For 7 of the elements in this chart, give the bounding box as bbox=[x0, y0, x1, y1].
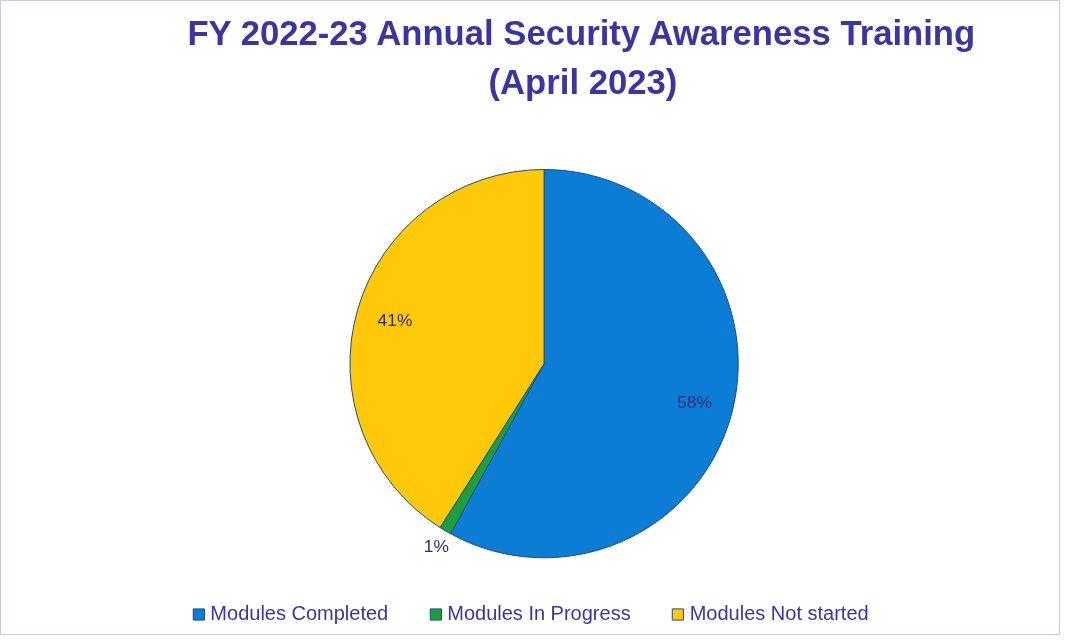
data-label: 41% bbox=[377, 310, 413, 331]
data-label: 58% bbox=[677, 392, 712, 413]
legend-label: Modules Completed bbox=[210, 602, 389, 625]
chart-title: FY 2022-23 Annual Security Awareness Training (April 2023) bbox=[187, 14, 976, 102]
legend-label: Modules In Progress bbox=[447, 602, 631, 625]
legend-label: Modules Not started bbox=[689, 602, 869, 625]
data-label: 1% bbox=[423, 535, 449, 556]
